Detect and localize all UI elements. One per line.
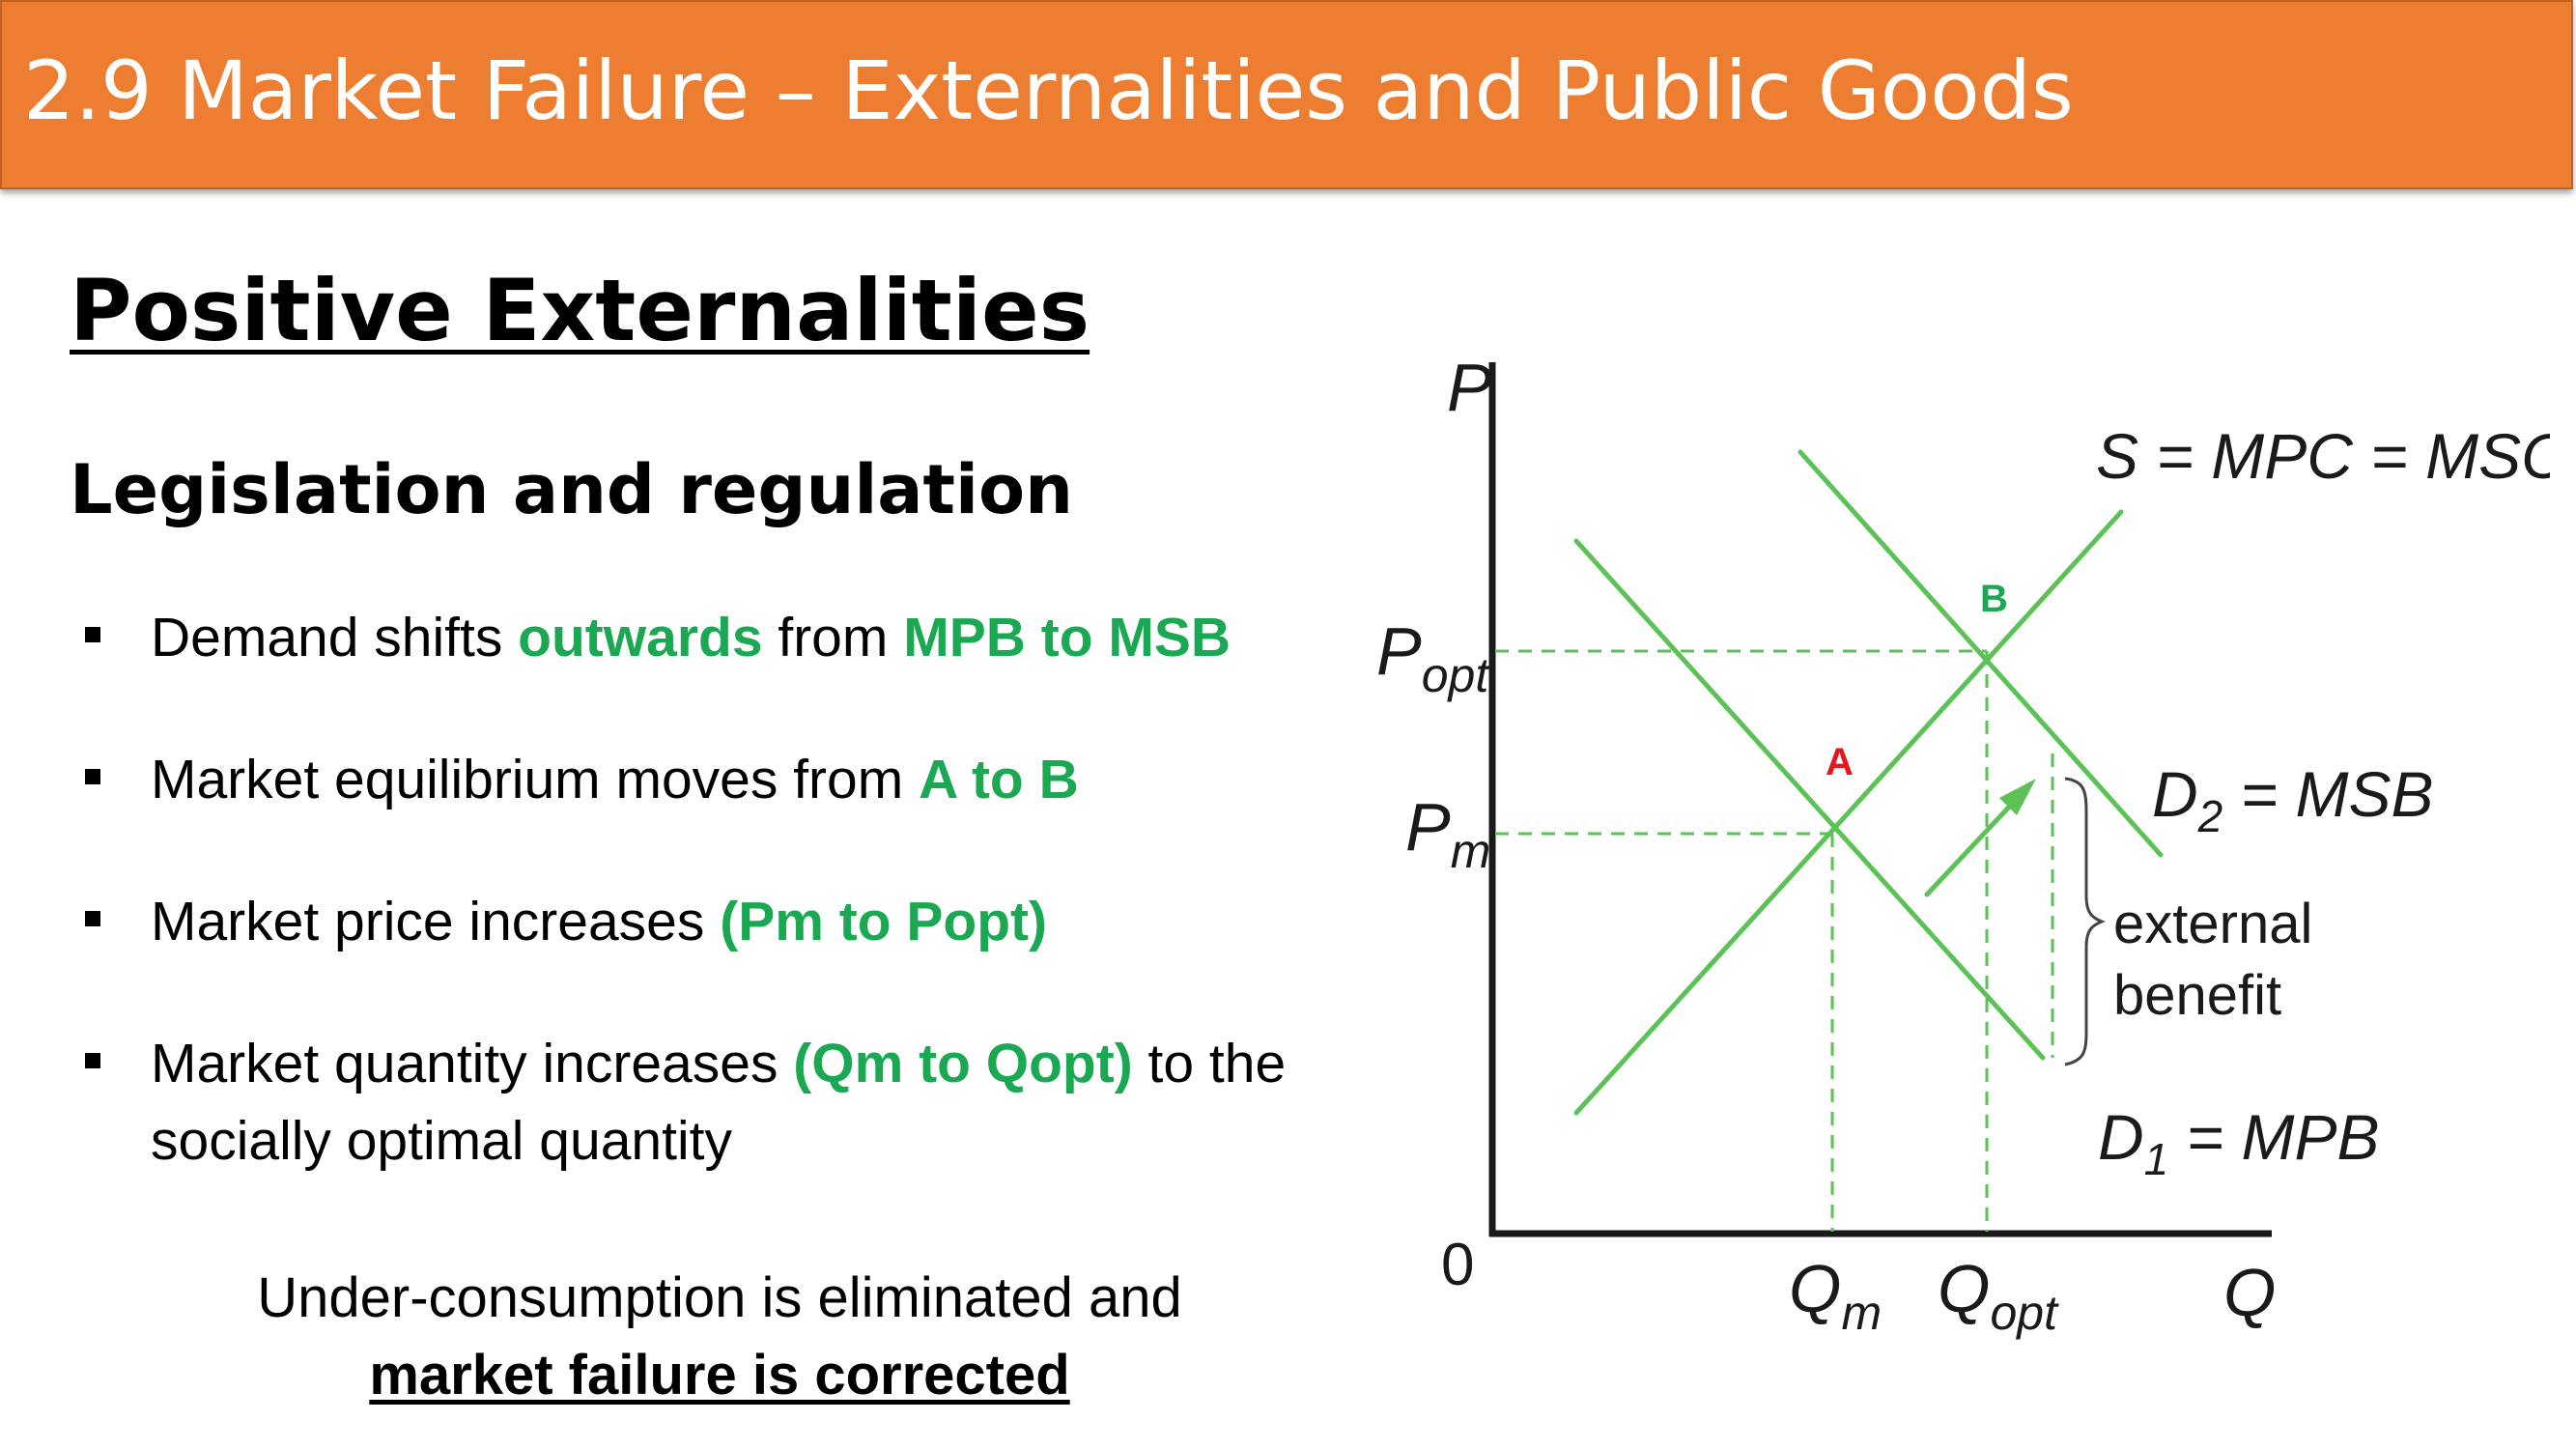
q-opt-label: Qopt — [1938, 1251, 2059, 1340]
demand-curve-mpb — [1573, 538, 2046, 1061]
x-axis-label: Q — [2223, 1255, 2276, 1330]
y-axis-label: P — [1447, 350, 1492, 425]
bullet-square-icon — [85, 769, 100, 784]
bullet-highlight: MPB to MSB — [903, 607, 1231, 668]
external-benefit-label-1: external — [2113, 893, 2312, 955]
shift-arrow-shaft — [1924, 799, 2017, 897]
external-benefit-brace — [2064, 777, 2107, 1066]
q-m-label: Qm — [1789, 1251, 1882, 1340]
external-benefit-label-2: benefit — [2113, 964, 2281, 1027]
bullet-highlight: outwards — [518, 607, 763, 668]
subtitle: Legislation and regulation — [70, 450, 1073, 529]
section-title: Positive Externalities — [70, 261, 1090, 360]
p-opt-label: Popt — [1376, 613, 1490, 702]
bullet-square-icon — [85, 1053, 100, 1068]
d2-label: D2 = MSB — [2152, 758, 2434, 841]
bullet-quantity: Market quantity increases (Qm to Qopt) t… — [77, 1025, 1352, 1179]
bullet-highlight: (Qm to Qopt) — [793, 1033, 1133, 1094]
point-a-label: A — [1826, 741, 1854, 783]
bullet-equilibrium: Market equilibrium moves from A to B — [77, 741, 1352, 818]
bullet-text: Market price increases — [151, 891, 721, 952]
bullet-text: Market quantity increases — [151, 1033, 794, 1094]
bullet-price: Market price increases (Pm to Popt) — [77, 883, 1352, 960]
bullet-text: from — [762, 607, 904, 668]
bullet-text: Demand shifts — [151, 607, 519, 668]
point-b-label: B — [1980, 578, 2008, 620]
supply-curve — [1573, 509, 2124, 1116]
demand-curve-msb — [1798, 449, 2164, 858]
bullet-text: to the socially optimal quantity — [151, 1033, 1287, 1172]
shift-arrow-head — [1999, 779, 2036, 815]
bullet-highlight: (Pm to Popt) — [720, 891, 1047, 952]
supply-label: S = MPC = MSC — [2096, 420, 2550, 492]
bullet-text: Market equilibrium moves from — [151, 749, 920, 810]
title-bar: 2.9 Market Failure – Externalities and P… — [0, 0, 2573, 189]
origin-label: 0 — [1441, 1232, 1474, 1298]
slide-title: 2.9 Market Failure – Externalities and P… — [23, 43, 2074, 138]
conclusion-line-1: Under-consumption is eliminated and — [257, 1266, 1182, 1329]
conclusion-line-2: market failure is corrected — [369, 1344, 1070, 1406]
bullet-highlight: A to B — [919, 749, 1079, 810]
externality-diagram: P Q 0 Popt Pm Qm Qopt S = MPC = MSC D2 =… — [1376, 350, 2550, 1340]
bullet-demand-shift: Demand shifts outwards from MPB to MSB — [77, 599, 1352, 676]
bullet-square-icon — [85, 911, 100, 926]
conclusion: Under-consumption is eliminated and mark… — [97, 1260, 1343, 1414]
p-m-label: Pm — [1405, 789, 1490, 878]
bullet-list: Demand shifts outwards from MPB to MSB M… — [77, 599, 1352, 1244]
d1-label: D1 = MPB — [2098, 1101, 2380, 1184]
bullet-square-icon — [85, 627, 100, 642]
